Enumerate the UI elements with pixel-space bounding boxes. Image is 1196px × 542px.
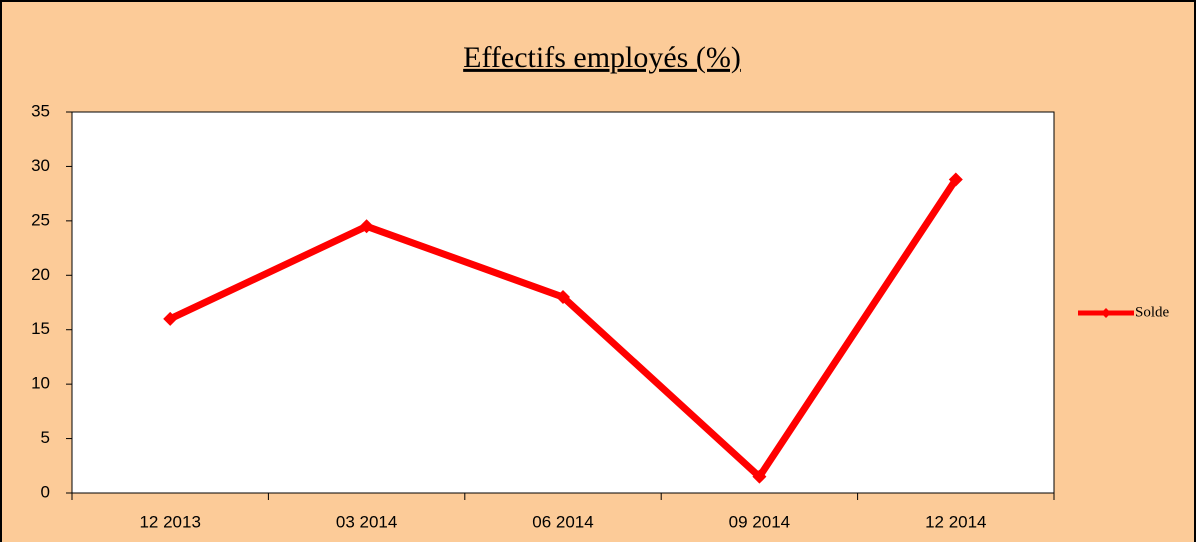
data-point	[359, 219, 374, 234]
y-tick-label: 0	[41, 482, 50, 501]
data-point	[556, 290, 570, 305]
y-tick-label: 25	[31, 210, 50, 229]
data-point	[948, 172, 963, 187]
legend-marker	[1101, 308, 1111, 318]
data-point	[752, 469, 767, 484]
x-tick-label: 06 2014	[532, 512, 593, 531]
legend-label: Solde	[1135, 304, 1170, 320]
y-tick-label: 5	[41, 428, 50, 447]
x-tick-label: 12 2013	[139, 512, 200, 531]
y-tick-label: 30	[31, 156, 50, 175]
y-tick-label: 10	[31, 374, 50, 393]
data-point	[163, 311, 178, 326]
y-tick-label: 15	[31, 319, 50, 338]
x-tick-label: 12 2014	[925, 512, 986, 531]
chart-title: Effectifs employés (%)	[463, 41, 741, 74]
x-tick-label: 09 2014	[729, 512, 790, 531]
x-tick-label: 03 2014	[336, 512, 397, 531]
y-tick-label: 35	[31, 101, 50, 120]
y-tick-label: 20	[31, 265, 50, 284]
